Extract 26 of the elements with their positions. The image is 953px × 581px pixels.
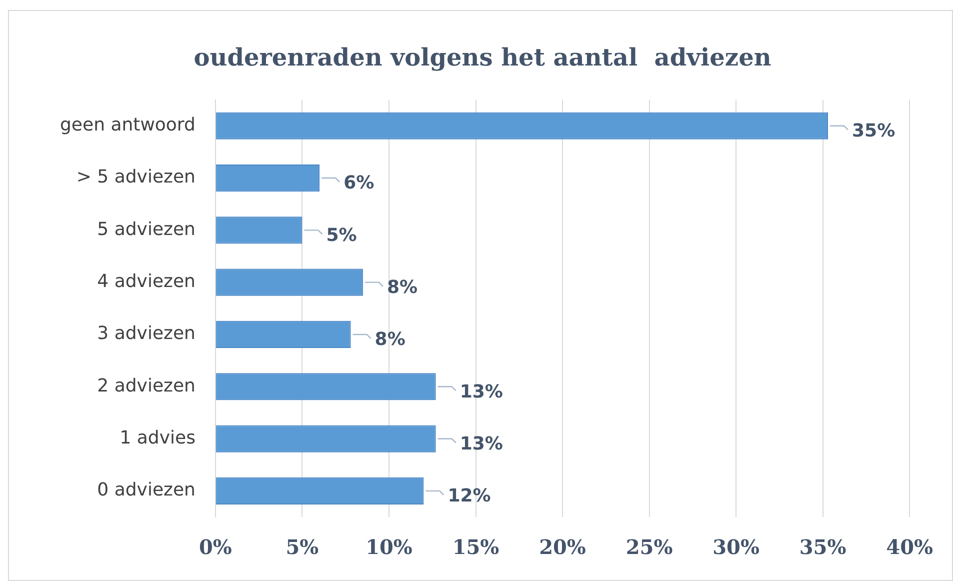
x-tick-label: 10% [366,535,412,560]
data-label: 6% [344,172,374,194]
data-label: 13% [460,381,503,402]
x-tick-label: 35% [799,535,846,560]
x-tick-label: 40% [886,535,934,560]
data-label: 8% [374,329,406,350]
y-tick-label: 4 adviezen [97,270,196,292]
y-tick-label: 2 adviezen [97,375,196,396]
y-tick-label: 0 adviezen [97,480,196,501]
data-label: 12% [448,486,491,507]
y-tick-label: 1 advies [120,427,196,448]
x-tick-label: 5% [286,535,319,560]
y-tick-label: geen antwoord [60,114,196,136]
x-tick-label: 15% [452,535,500,560]
x-tick-label: 0% [198,535,232,560]
x-tick-label: 20% [539,535,586,560]
y-tick-label: 3 adviezen [97,323,196,344]
x-tick-label: 30% [712,535,760,560]
data-label: 35% [852,120,896,142]
x-tick-label: 25% [626,535,673,560]
y-tick-label: 5 adviezen [97,218,196,240]
data-label: 13% [460,433,503,454]
data-label: 5% [326,224,357,246]
y-tick-label: > 5 adviezen [76,166,196,188]
chart-title: ouderenraden volgens het aantal adviezen [194,42,772,72]
data-label: 8% [386,276,418,298]
